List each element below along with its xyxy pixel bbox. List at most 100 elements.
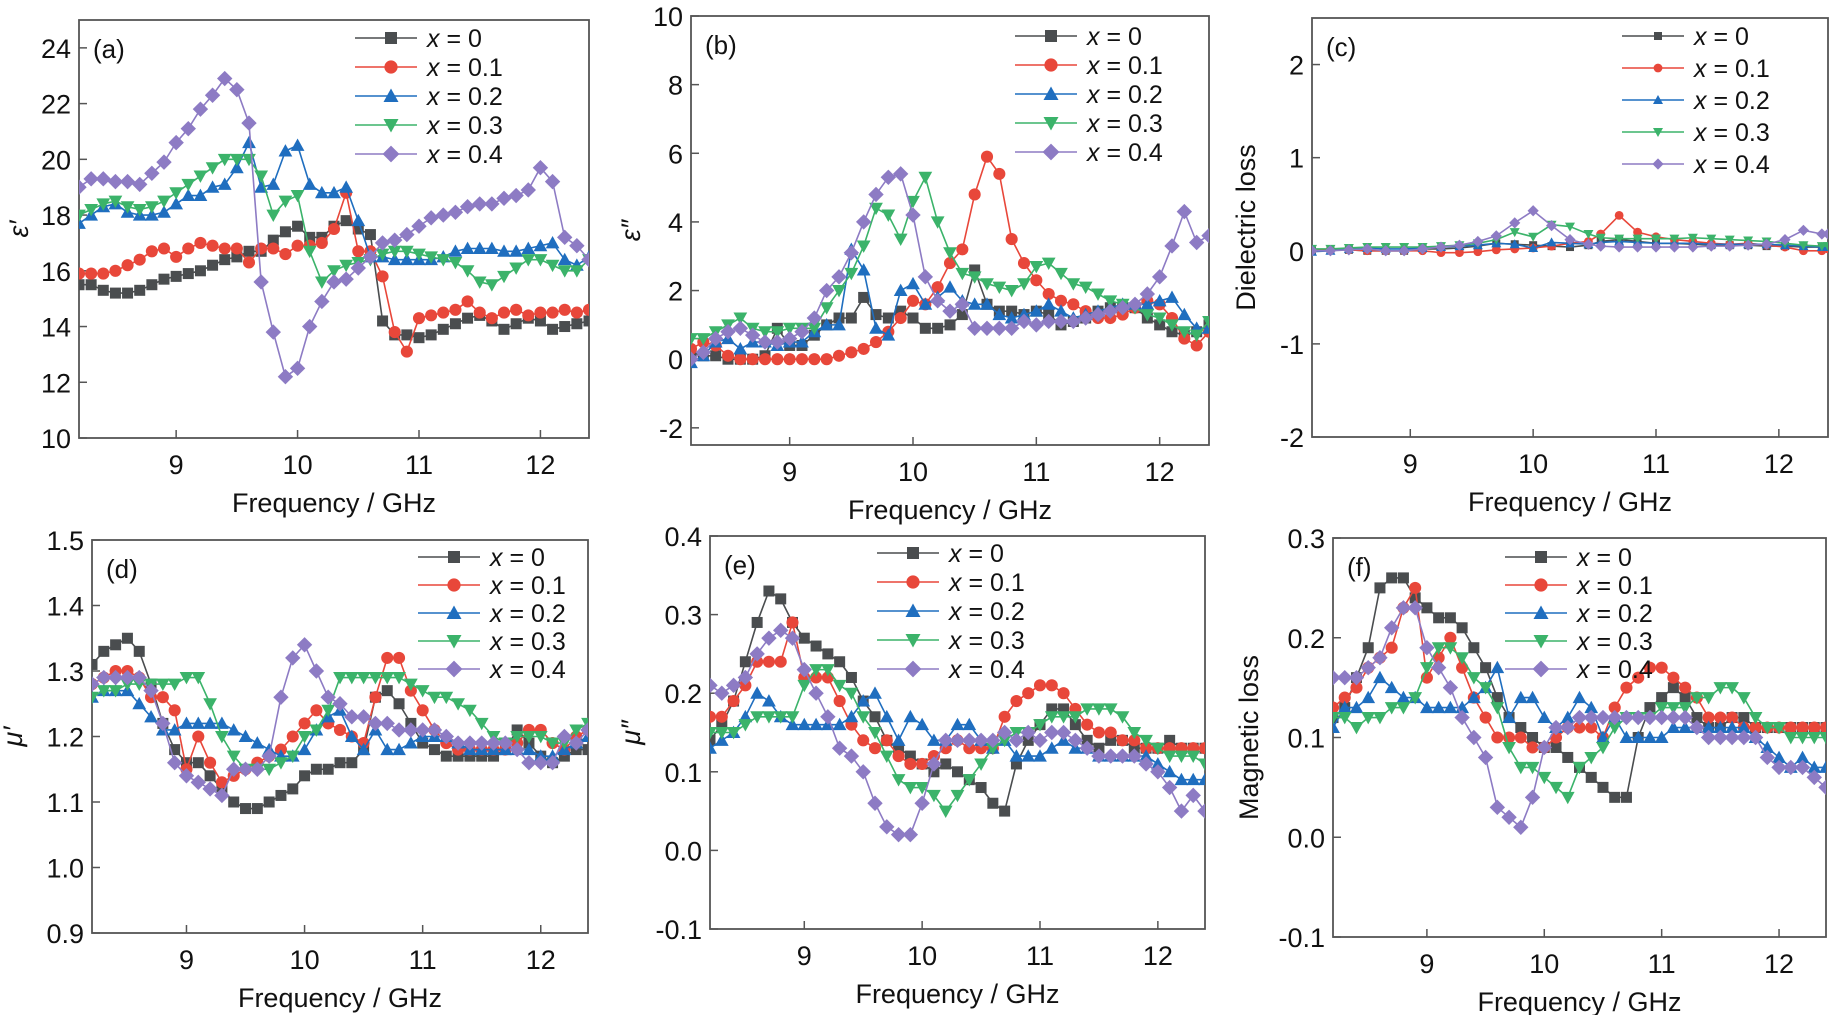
data-point [157, 205, 171, 218]
y-axis-title: μ′ [0, 726, 28, 748]
data-point [583, 315, 589, 327]
legend-label: x = 0 [948, 540, 1004, 568]
data-point [498, 323, 510, 335]
data-point [192, 730, 205, 743]
data-point [1010, 758, 1022, 770]
data-point [1198, 758, 1205, 771]
data-point [1748, 712, 1763, 725]
data-point [451, 698, 465, 711]
legend-label: x = 0.4 [489, 656, 566, 684]
data-point [962, 774, 977, 787]
data-point [231, 251, 243, 263]
legend-value: = 0.4 [962, 656, 1025, 684]
data-point [916, 757, 929, 770]
legend-value: = 0.1 [503, 572, 566, 600]
data-point [381, 651, 394, 664]
data-point [943, 247, 957, 260]
data-point [819, 302, 834, 315]
data-point [1806, 769, 1822, 786]
y-tick-label: 0.9 [46, 919, 84, 949]
legend-label: x = 0.4 [1576, 656, 1653, 684]
data-point [1537, 710, 1552, 724]
data-point [267, 242, 280, 255]
data-point [832, 318, 846, 331]
data-point [904, 757, 917, 770]
legend: x = 0x = 0.1x = 0.2x = 0.3x = 0.4 [1505, 544, 1653, 684]
data-point [1643, 730, 1657, 743]
data-point [832, 717, 847, 731]
data-point [1771, 759, 1787, 776]
data-point [1725, 682, 1739, 695]
data-point [168, 704, 181, 717]
data-point [1104, 726, 1117, 739]
data-point [1188, 234, 1205, 251]
data-point [1513, 761, 1528, 775]
data-point [714, 727, 729, 740]
data-point [1054, 294, 1068, 307]
data-point [205, 162, 220, 175]
data-point [1807, 760, 1822, 773]
data-point [1114, 300, 1131, 316]
data-point [416, 704, 429, 717]
legend-item: x = 0.1 [1505, 572, 1653, 600]
data-point [155, 715, 171, 732]
legend-item: x = 0.3 [1505, 628, 1653, 656]
data-point [403, 678, 418, 691]
legend-value: = 0 [1100, 23, 1142, 51]
data-point [321, 704, 336, 718]
legend-var: x [426, 25, 441, 53]
data-point [1630, 709, 1646, 726]
data-point [774, 655, 787, 668]
data-point [1029, 304, 1044, 317]
data-point [808, 353, 821, 366]
data-point [1114, 748, 1131, 764]
data-point [809, 717, 823, 731]
data-point [1665, 709, 1682, 726]
x-tick-label: 11 [1026, 941, 1054, 971]
data-point [204, 87, 221, 103]
data-point [794, 324, 810, 340]
data-point [1362, 642, 1374, 654]
data-point [1545, 220, 1558, 232]
legend-item: x = 0.2 [418, 600, 566, 628]
data-point [903, 709, 918, 723]
data-point [214, 787, 230, 804]
data-point [1177, 307, 1192, 321]
data-layer [691, 150, 1209, 369]
data-point [521, 254, 536, 267]
data-point [1595, 240, 1607, 252]
data-point [1490, 702, 1505, 715]
data-point [333, 672, 347, 685]
y-tick-label: 1 [1289, 144, 1304, 174]
data-point [1044, 724, 1060, 741]
data-point [869, 335, 883, 349]
data-point [440, 750, 452, 762]
data-point [450, 735, 466, 751]
data-point [758, 326, 772, 339]
data-point [1808, 721, 1821, 734]
data-point [1714, 711, 1727, 724]
data-point [1631, 241, 1644, 253]
data-point [810, 640, 822, 652]
legend-var: x [1086, 23, 1101, 51]
data-point [132, 696, 147, 710]
data-point [710, 350, 722, 362]
data-point [302, 245, 317, 259]
data-layer [710, 585, 1205, 843]
data-point [1666, 702, 1681, 715]
legend-var: x [948, 656, 963, 684]
data-point [1643, 661, 1656, 674]
y-tick-label: 20 [41, 145, 71, 175]
data-point [110, 639, 122, 651]
data-point [1398, 245, 1410, 257]
data-layer [79, 70, 589, 385]
data-point [484, 241, 499, 255]
legend-label: x = 0.2 [1086, 81, 1163, 109]
data-point [721, 349, 735, 362]
data-point [773, 622, 789, 639]
data-point [1128, 742, 1140, 754]
legend-marker [384, 60, 398, 74]
data-point [157, 195, 171, 209]
legend-item: x = 0 [355, 25, 482, 53]
legend-item: x = 0.1 [355, 54, 503, 82]
